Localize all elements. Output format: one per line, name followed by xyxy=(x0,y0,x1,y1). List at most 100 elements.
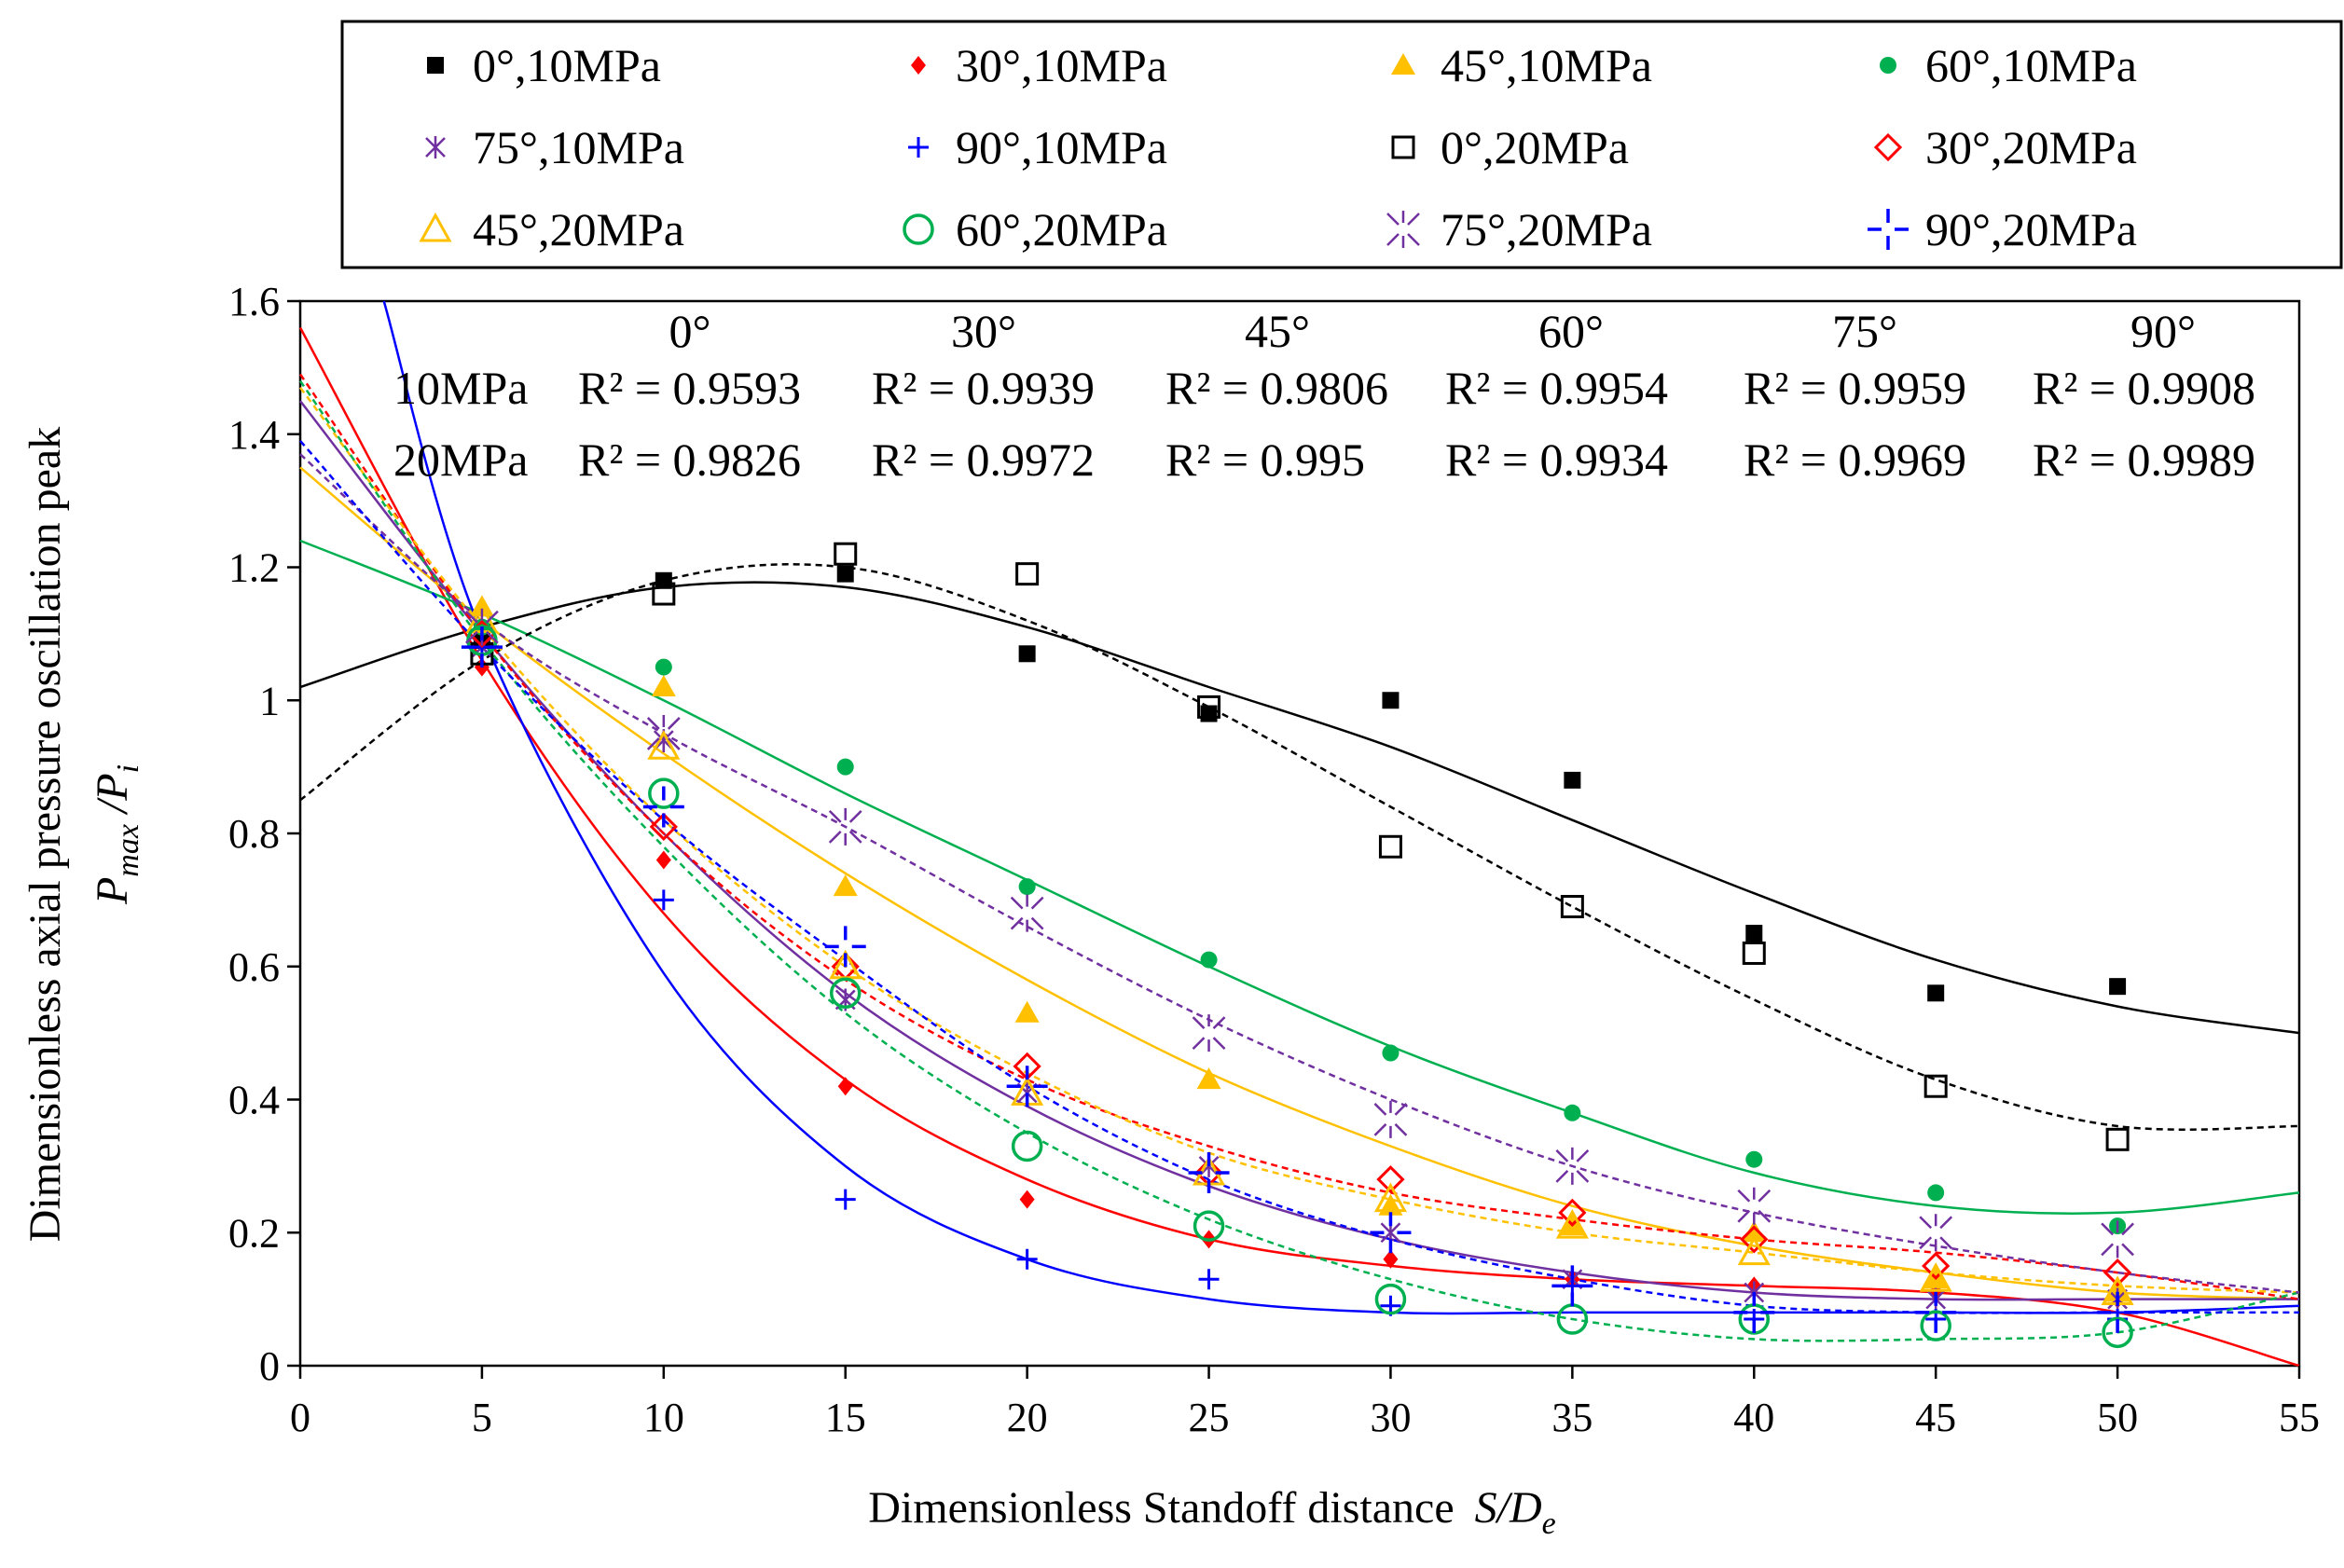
x-axis-title-text: Dimensionless Standoff distance xyxy=(868,1483,1454,1533)
trendline-0deg-10mpa xyxy=(299,581,2300,1035)
r2-table: 0° 30° 45° 60° 75° 90° 10MPa R² = 0.9593 R² = 0.… xyxy=(393,305,2255,486)
point-0deg-20mpa-40 xyxy=(1742,941,1766,965)
point-60deg-20mpa-10 xyxy=(648,777,680,809)
y-axis-ticks: 0 0.2 0.4 0.6 0.8 1 1.2 1.4 1.6 xyxy=(228,279,300,1389)
r2-value: R² = 0.9959 xyxy=(1744,362,1966,414)
x-tick-label: 55 xyxy=(2279,1395,2320,1440)
legend-label: 90°,10MPa xyxy=(956,121,1167,173)
point-0deg-10mpa-15 xyxy=(836,565,854,583)
x-tick-label: 15 xyxy=(825,1395,866,1440)
data-markers xyxy=(461,542,2139,1349)
legend-item-30deg-10mpa: 30°,10MPa xyxy=(911,39,1167,91)
x-tick-label: 25 xyxy=(1189,1395,1230,1440)
point-45deg-20mpa-35 xyxy=(1555,1209,1589,1239)
y-tick-label: 0 xyxy=(259,1343,280,1389)
legend-label: 30°,10MPa xyxy=(956,39,1167,91)
x-tick-label: 40 xyxy=(1733,1395,1774,1440)
trendline-60deg-20mpa xyxy=(298,379,2300,1342)
point-90deg-20mpa-35 xyxy=(1551,1265,1593,1307)
legend-label: 90°,20MPa xyxy=(1925,203,2137,255)
r2-value: R² = 0.9969 xyxy=(1744,433,1966,486)
series-75deg-20mpa xyxy=(465,608,2134,1259)
r2-value: R² = 0.9934 xyxy=(1445,433,1668,486)
legend-marker xyxy=(1880,57,1896,74)
point-60deg-20mpa-50 xyxy=(2102,1316,2133,1349)
point-75deg-20mpa-5 xyxy=(465,608,499,646)
legend-marker xyxy=(908,137,929,158)
point-60deg-10mpa-30 xyxy=(1382,1044,1400,1062)
legend-item-0deg-10mpa: 0°,10MPa xyxy=(427,39,661,91)
y-tick-label: 1.6 xyxy=(228,279,280,324)
point-60deg-10mpa-10 xyxy=(655,658,672,676)
legend-label: 60°,20MPa xyxy=(956,203,1167,255)
y-axis-symbol-sub-i: i xyxy=(111,764,145,773)
point-0deg-10mpa-25 xyxy=(1200,705,1218,722)
point-90deg-20mpa-50 xyxy=(2097,1291,2139,1333)
legend-item-75deg-10mpa: 75°,10MPa xyxy=(425,121,684,173)
point-90deg-20mpa-15 xyxy=(824,926,866,968)
point-75deg-20mpa-35 xyxy=(1555,1147,1590,1185)
legend-box xyxy=(340,20,2343,269)
trendline-90deg-20mpa xyxy=(299,440,2299,1314)
legend-item-30deg-20mpa: 30°,20MPa xyxy=(1873,121,2137,173)
legend-label: 75°,10MPa xyxy=(473,121,684,173)
legend-item-90deg-20mpa: 90°,20MPa xyxy=(1868,203,2137,255)
legend-marker xyxy=(1873,132,1903,162)
legend-marker xyxy=(1386,211,1420,248)
point-60deg-20mpa-20 xyxy=(1011,1130,1043,1162)
point-90deg-10mpa-15 xyxy=(834,1189,856,1210)
point-45deg-10mpa-20 xyxy=(1014,1000,1040,1023)
point-30deg-20mpa-35 xyxy=(1558,1198,1587,1227)
point-90deg-20mpa-25 xyxy=(1188,1152,1230,1194)
point-90deg-20mpa-10 xyxy=(642,786,684,828)
x-tick-label: 50 xyxy=(2097,1395,2138,1440)
point-30deg-20mpa-50 xyxy=(2103,1258,2132,1287)
point-75deg-20mpa-20 xyxy=(1010,894,1044,932)
legend-label: 60°,10MPa xyxy=(1925,39,2137,91)
r2-row-label: 10MPa xyxy=(393,362,528,414)
point-75deg-20mpa-50 xyxy=(2101,1220,2134,1259)
point-60deg-10mpa-35 xyxy=(1564,1104,1581,1121)
trendlines xyxy=(298,300,2300,1368)
point-30deg-20mpa-10 xyxy=(649,812,678,841)
point-0deg-20mpa-35 xyxy=(1560,895,1584,919)
r2-value: R² = 0.9908 xyxy=(2033,362,2255,414)
y-axis-symbol-mid: /P xyxy=(88,773,137,824)
r2-angle-header: 0° xyxy=(669,305,711,357)
point-60deg-20mpa-45 xyxy=(1920,1310,1951,1341)
point-75deg-20mpa-45 xyxy=(1919,1214,1953,1252)
legend-label: 0°,10MPa xyxy=(473,39,661,91)
point-75deg-20mpa-25 xyxy=(1192,1014,1226,1052)
r2-angle-header: 75° xyxy=(1832,305,1897,357)
point-45deg-20mpa-45 xyxy=(1919,1262,1952,1292)
point-0deg-20mpa-50 xyxy=(2105,1127,2130,1151)
r2-value: R² = 0.9954 xyxy=(1445,362,1668,414)
point-90deg-20mpa-45 xyxy=(1915,1291,1957,1333)
legend-marker xyxy=(1391,135,1415,159)
x-tick-label: 45 xyxy=(1915,1395,1956,1440)
legend-label: 45°,10MPa xyxy=(1441,39,1652,91)
legend-marker xyxy=(911,56,926,75)
r2-value: R² = 0.9593 xyxy=(578,362,801,414)
y-axis-title: Dimensionless axial pressure oscillation… xyxy=(21,427,70,1242)
point-0deg-20mpa-20 xyxy=(1015,562,1040,586)
point-75deg-20mpa-15 xyxy=(828,807,862,846)
point-30deg-20mpa-45 xyxy=(1922,1251,1951,1281)
r2-value: R² = 0.9989 xyxy=(2033,433,2255,486)
point-0deg-10mpa-45 xyxy=(1927,984,1945,1002)
y-tick-label: 1.2 xyxy=(228,545,280,591)
x-axis-title-subscript: e xyxy=(1542,1506,1556,1541)
x-tick-label: 20 xyxy=(1007,1395,1048,1440)
trendline-60deg-10mpa xyxy=(299,539,2300,1215)
x-tick-label: 35 xyxy=(1551,1395,1593,1440)
point-0deg-10mpa-10 xyxy=(655,571,672,589)
series-90deg-20mpa xyxy=(461,626,2139,1333)
legend-marker xyxy=(427,57,444,74)
r2-value: R² = 0.995 xyxy=(1165,433,1365,486)
legend-item-75deg-20mpa: 75°,20MPa xyxy=(1386,203,1652,255)
x-axis-ticks: 0 5 10 15 20 25 30 35 40 45 50 55 xyxy=(290,1366,2320,1440)
point-30deg-10mpa-15 xyxy=(837,1077,853,1096)
legend-item-90deg-10mpa: 90°,10MPa xyxy=(908,121,1167,173)
point-0deg-10mpa-40 xyxy=(1745,925,1763,942)
